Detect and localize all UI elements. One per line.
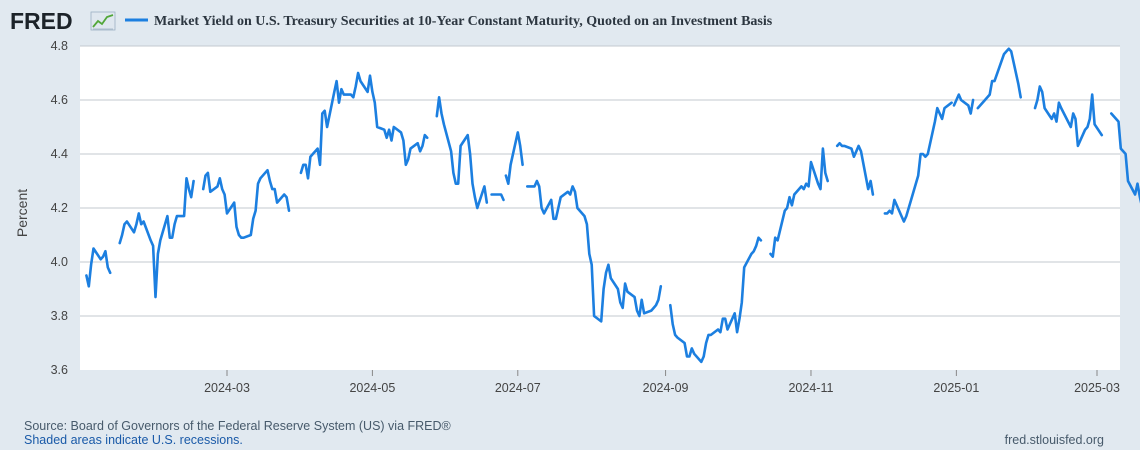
y-tick-label: 4.2 — [51, 201, 68, 215]
series-segment — [525, 179, 663, 323]
series-segment — [435, 96, 489, 210]
fred-logo[interactable]: FRED — [10, 8, 73, 34]
y-tick-label: 4.0 — [51, 255, 68, 269]
series-segment — [668, 236, 763, 364]
series-segment — [85, 247, 112, 288]
y-tick-label: 4.4 — [51, 147, 68, 161]
series-segment — [299, 71, 429, 180]
x-tick-label: 2024-07 — [495, 381, 541, 395]
series-segment — [976, 47, 1023, 110]
x-tick-label: 2025-03 — [1074, 381, 1120, 395]
series-segment — [952, 93, 975, 115]
x-tick-label: 2025-01 — [933, 381, 979, 395]
x-tick-label: 2024-03 — [204, 381, 250, 395]
y-axis: 3.6 3.8 4.0 4.2 4.4 4.6 4.8 — [51, 39, 68, 377]
series-segment — [504, 131, 524, 185]
source-note: Source: Board of Governors of the Federa… — [24, 419, 451, 433]
series-segment — [835, 141, 875, 196]
gridlines — [80, 45, 1120, 317]
recession-note-link[interactable]: Shaded areas indicate U.S. recessions. — [24, 433, 243, 447]
series-line — [85, 47, 1140, 364]
series-segment — [769, 147, 830, 258]
y-tick-label: 4.8 — [51, 39, 68, 53]
chart-title: Market Yield on U.S. Treasury Securities… — [154, 14, 773, 29]
x-tick-label: 2024-05 — [349, 381, 395, 395]
y-axis-title: Percent — [14, 189, 30, 237]
site-url[interactable]: fred.stlouisfed.org — [1004, 433, 1104, 447]
series-segment — [883, 101, 953, 223]
x-axis: 2024-03 2024-05 2024-07 2024-09 2024-11 2025-… — [204, 370, 1120, 395]
y-tick-label: 3.6 — [51, 363, 68, 377]
series-segment — [1033, 85, 1104, 148]
series-segment — [490, 193, 505, 202]
series-segment — [201, 168, 291, 239]
x-tick-label: 2024-09 — [643, 381, 689, 395]
series-segment — [118, 177, 195, 299]
x-tick-label: 2024-11 — [788, 381, 833, 395]
chart-line-icon — [90, 11, 116, 31]
y-tick-label: 3.8 — [51, 309, 68, 323]
y-tick-label: 4.6 — [51, 93, 68, 107]
